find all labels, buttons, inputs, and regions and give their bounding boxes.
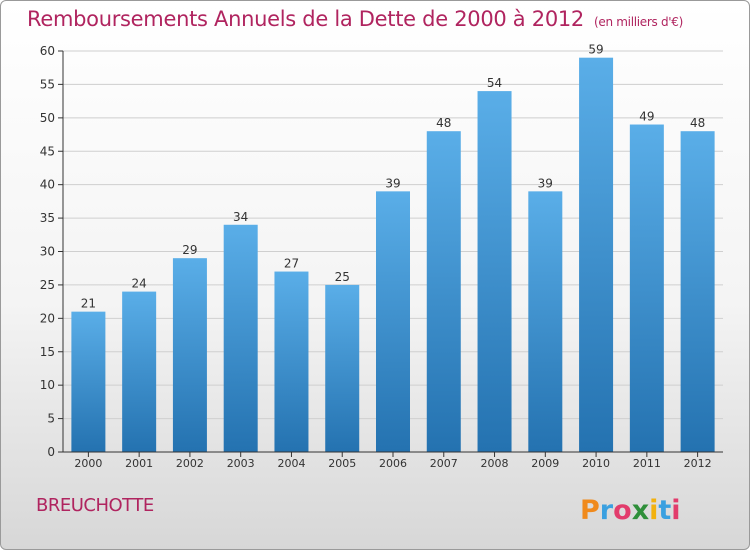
y-tick-label: 30 [40,245,55,259]
y-tick-label: 50 [40,111,55,125]
bar-2000 [71,311,106,452]
bar-value-label: 27 [284,257,299,271]
bar-2002 [172,258,207,452]
x-tick-label: 2003 [227,457,255,470]
bar-2004 [274,271,309,452]
y-tick-label: 60 [40,44,55,58]
y-tick-label: 35 [40,211,55,225]
y-tick-label: 40 [40,178,55,192]
x-tick-label: 2010 [582,457,610,470]
bar-value-label: 34 [233,210,248,224]
bar-value-label: 54 [487,76,502,90]
bar-value-label: 59 [588,43,603,57]
chart-title: Remboursements Annuels de la Dette de 20… [27,7,683,31]
bar-2007 [426,131,461,452]
y-tick-label: 10 [40,378,55,392]
y-tick-label: 0 [47,445,55,459]
axis-layer: 0 5 10 15 20 25 30 35 40 45 50 55 60 2000 2001 2002 2003… [40,44,723,470]
x-tick-label: 2005 [328,457,356,470]
y-tick-label: 25 [40,278,55,292]
commune-name: BREUCHOTTE [36,495,154,516]
chart-unit: (en milliers d'€) [594,15,684,29]
x-tick-label: 2004 [277,457,305,470]
bar-2010 [579,57,614,452]
chart-title-text: Remboursements Annuels de la Dette de 20… [27,7,584,31]
y-tick-label: 5 [47,412,55,426]
bar-value-label: 39 [538,176,553,190]
bars-layer [71,57,715,453]
x-tick-label: 2012 [684,457,712,470]
bar-2008 [477,91,512,452]
bar-value-label: 49 [639,110,654,124]
bar-2012 [680,131,715,452]
bar-2006 [376,191,410,452]
x-tick-label: 2002 [176,457,204,470]
x-tick-label: 2006 [379,457,407,470]
y-tick-label: 15 [40,345,55,359]
bar-2011 [629,124,664,453]
bar-2003 [223,224,258,452]
x-tick-label: 2001 [125,457,153,470]
bar-value-label: 48 [690,116,705,130]
x-tick-label: 2007 [430,457,458,470]
x-tick-label: 2011 [633,457,661,470]
bar-2005 [325,284,360,452]
labels-layer: 21 24 29 34 27 25 39 48 54 39 59 49 48 [81,43,706,311]
bar-2001 [122,291,157,452]
bar-value-label: 25 [335,270,350,284]
svg-text:Proxiti: Proxiti [580,495,681,526]
x-tick-label: 2000 [74,457,102,470]
bar-value-label: 39 [385,176,400,190]
y-tick-label: 45 [40,144,55,158]
x-tick-label: 2008 [481,457,509,470]
x-tick-label: 2009 [531,457,559,470]
bar-value-label: 24 [132,277,147,291]
bar-value-label: 21 [81,297,96,311]
y-tick-label: 55 [40,77,55,91]
bar-2009 [528,191,563,452]
bar-value-label: 48 [436,116,451,130]
bar-value-label: 29 [182,243,197,257]
y-tick-label: 20 [40,311,55,325]
proxiti-logo: Proxiti [580,495,681,526]
